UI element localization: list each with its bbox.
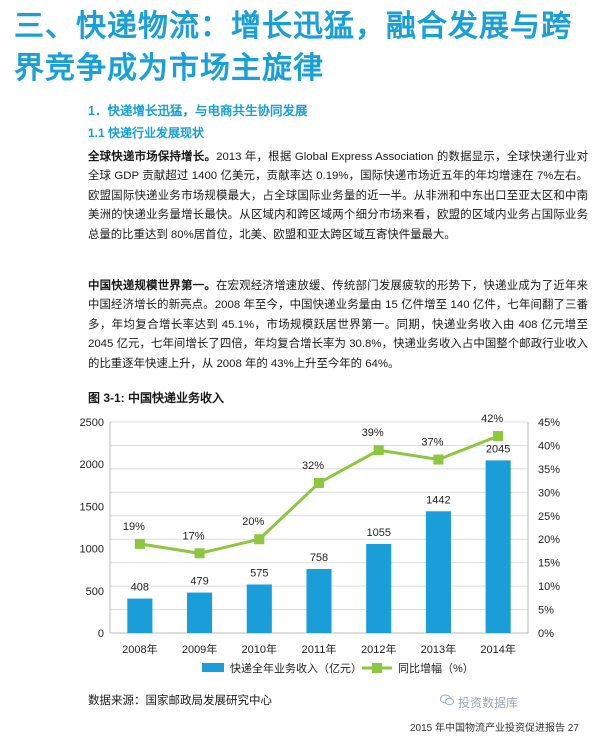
subsection-heading: 1.1 快递行业发展现状: [88, 126, 205, 140]
x-tick-label: 2012年: [361, 642, 396, 656]
growth-point: [194, 548, 205, 559]
x-tick-label: 2010年: [242, 642, 277, 656]
watermark: 投资数据库: [458, 696, 519, 710]
growth-point: [433, 454, 444, 465]
legend-line-marker: [372, 663, 382, 673]
growth-data-label: 19%: [123, 521, 145, 533]
bar: [246, 584, 272, 633]
legend-bar-swatch: [202, 663, 224, 672]
paragraph-lead: 中国快递规模世界第一。: [88, 280, 216, 292]
y-right-tick-label: 45%: [538, 417, 560, 429]
y-right-tick-label: 35%: [538, 464, 560, 476]
x-tick-label: 2009年: [182, 642, 217, 656]
x-tick-label: 2013年: [421, 642, 456, 656]
bar-data-label: 1442: [426, 494, 450, 506]
bar: [187, 592, 213, 633]
y-right-tick-label: 20%: [538, 534, 560, 546]
y-left-tick-label: 0: [98, 628, 104, 640]
x-tick-label: 2014年: [480, 642, 515, 656]
growth-data-label: 42%: [481, 413, 503, 425]
y-right-tick-label: 15%: [538, 558, 560, 570]
revenue-chart: 0 500 1000 1500 2000 2500 0% 5% 10% 15% 20% 25% 30% 3…: [80, 413, 561, 675]
x-tick-label: 2011年: [302, 642, 337, 656]
growth-data-label: 20%: [242, 516, 264, 528]
y-right-tick-label: 40%: [538, 440, 560, 452]
y-left-tick-label: 1500: [80, 501, 104, 513]
bar-data-label: 408: [131, 582, 149, 594]
growth-point: [314, 477, 324, 488]
y-left-tick-label: 500: [86, 586, 104, 598]
figure-title: 图 3-1: 中国快递业务收入: [88, 391, 225, 405]
paragraph-body: 在宏观经济增速放缓、传统部门发展疲软的形势下，快递业成为了近年来中国经济增长的新…: [88, 280, 588, 370]
bar: [306, 569, 332, 633]
bar-data-label: 575: [250, 567, 268, 579]
bar: [485, 460, 511, 633]
bar-data-label: 758: [310, 552, 328, 564]
growth-data-label: 37%: [421, 437, 443, 449]
paragraph-body: 2013 年，根据 Global Express Association 的数据…: [88, 151, 588, 241]
paragraph-lead: 全球快递市场保持增长。: [88, 151, 217, 163]
y-left-tick-label: 1000: [80, 544, 104, 556]
legend-line-label: 同比增幅（%）: [398, 661, 474, 675]
growth-point: [373, 445, 384, 456]
y-right-tick-label: 5%: [538, 605, 554, 617]
bar: [366, 543, 392, 633]
wechat-icon: [440, 694, 454, 706]
bar: [425, 511, 451, 633]
growth-data-label: 17%: [183, 530, 205, 542]
y-right-tick-label: 25%: [538, 511, 560, 523]
y-right-tick-label: 0%: [538, 628, 554, 640]
growth-point: [493, 431, 504, 442]
page-title: 三、快递物流：增长迅猛，融合发展与跨界竞争成为市场主旋律: [14, 10, 572, 85]
paragraph-global: 全球快递市场保持增长。2013 年，根据 Global Express Asso…: [88, 148, 588, 245]
legend-bar-label: 快递全年业务收入（亿元）: [230, 661, 362, 675]
data-source: 数据来源：国家邮政局发展研究中心: [88, 695, 272, 707]
growth-data-label: 32%: [302, 460, 324, 472]
y-right-tick-label: 10%: [538, 581, 560, 593]
bar-data-label: 479: [190, 576, 208, 588]
growth-point: [254, 534, 265, 545]
bar-data-label: 2045: [486, 443, 510, 455]
y-left-tick-label: 2000: [80, 459, 104, 471]
section-heading: 1．快递增长迅猛，与电商共生协同发展: [88, 104, 308, 118]
paragraph-china: 中国快递规模世界第一。在宏观经济增速放缓、传统部门发展疲软的形势下，快递业成为了…: [88, 277, 588, 374]
growth-data-label: 39%: [362, 427, 384, 439]
bar-data-label: 1055: [366, 527, 390, 539]
growth-point: [134, 538, 145, 549]
bar: [127, 598, 153, 633]
page-footer: 2015 年中国物流产业投资促进报告 27: [410, 723, 579, 734]
y-right-tick-label: 30%: [538, 487, 560, 499]
y-left-tick-label: 2500: [80, 417, 104, 429]
x-tick-label: 2008年: [122, 642, 157, 656]
